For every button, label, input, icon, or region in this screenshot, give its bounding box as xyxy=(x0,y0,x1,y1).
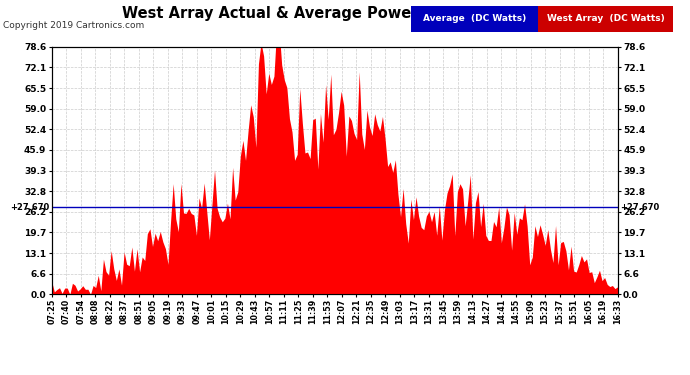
Text: +27.670: +27.670 xyxy=(10,203,49,212)
Text: Average  (DC Watts): Average (DC Watts) xyxy=(423,14,526,23)
Text: West Array  (DC Watts): West Array (DC Watts) xyxy=(546,14,664,23)
Text: Copyright 2019 Cartronics.com: Copyright 2019 Cartronics.com xyxy=(3,21,145,30)
Text: West Array Actual & Average Power Mon Jan 21 16:40: West Array Actual & Average Power Mon Ja… xyxy=(123,6,567,21)
Text: +27.670: +27.670 xyxy=(620,203,660,212)
